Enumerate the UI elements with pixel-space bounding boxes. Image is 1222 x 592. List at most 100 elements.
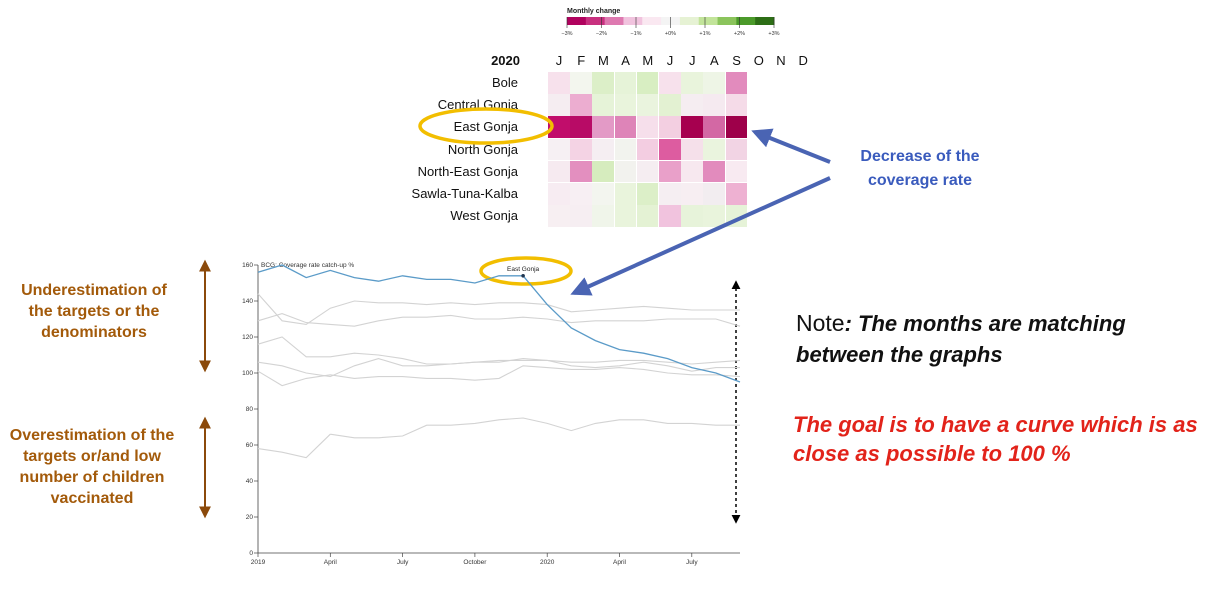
heatmap-cell xyxy=(659,72,681,94)
heatmap-cell xyxy=(703,183,725,205)
x-tick-label: 2019 xyxy=(251,559,266,566)
heatmap-cell xyxy=(614,138,637,161)
highlight-point xyxy=(521,274,525,278)
y-tick-label: 0 xyxy=(249,550,253,557)
x-tick-label: July xyxy=(397,559,409,566)
heatmap-cell xyxy=(614,183,637,205)
heatmap-cell xyxy=(570,116,592,138)
goal-text: The goal is to have a curve which is as … xyxy=(793,412,1198,466)
heatmap-cell xyxy=(548,138,570,161)
heatmap-cell xyxy=(570,138,592,161)
heatmap-cell xyxy=(570,94,592,116)
heatmap-cell xyxy=(570,183,592,205)
highlight-label: East Gonja xyxy=(507,266,540,273)
heatmap-cell xyxy=(659,94,681,116)
series-line xyxy=(257,433,331,459)
heatmap-cell xyxy=(725,116,748,138)
month-header: J xyxy=(666,53,674,68)
month-header: D xyxy=(798,53,808,68)
chart-title: BCG: Coverage rate catch-up % xyxy=(261,262,354,269)
heatmap-cell xyxy=(614,116,637,138)
legend-swatch xyxy=(642,17,662,25)
legend-title: Monthly change xyxy=(567,8,621,15)
series-line xyxy=(257,358,740,378)
legend-tick-label: −1% xyxy=(630,31,641,37)
heatmap-cell xyxy=(659,183,681,205)
heatmap-cell xyxy=(636,94,659,116)
overestimation-label: Overestimation of the targets or/and low… xyxy=(9,427,175,507)
legend-swatch xyxy=(717,17,737,25)
heatmap-cell xyxy=(592,160,614,183)
y-tick-label: 80 xyxy=(246,406,254,413)
heatmap-cell xyxy=(681,138,703,161)
legend-swatch xyxy=(567,17,587,25)
month-header: J xyxy=(555,53,563,68)
heatmap-cell xyxy=(725,72,748,94)
month-header: J xyxy=(688,53,696,68)
legend-swatch xyxy=(585,17,606,25)
heatmap-cell xyxy=(659,160,681,183)
heatmap-cell xyxy=(703,116,725,138)
series-line xyxy=(257,365,741,387)
heatmap-cell xyxy=(592,116,614,138)
heatmap-cell xyxy=(636,205,659,227)
heatmap-cell xyxy=(725,183,748,205)
heatmap-cell xyxy=(592,205,614,227)
heatmap-cell xyxy=(725,205,748,227)
legend-ticks: −3% −2% −1% +0% +1% +2% +3% xyxy=(561,17,780,37)
y-tick-label: 120 xyxy=(242,334,253,341)
series-line xyxy=(257,336,741,365)
heatmap-cell xyxy=(659,138,681,161)
month-header: S xyxy=(732,53,741,68)
x-tick-label: April xyxy=(613,559,627,566)
heatmap-cell xyxy=(548,116,570,138)
heatmap-cell xyxy=(592,72,614,94)
heatmap-cell xyxy=(636,138,659,161)
heatmap-cell xyxy=(570,160,592,183)
heatmap-cell xyxy=(636,183,659,205)
legend-tick-label: −3% xyxy=(561,31,572,37)
legend-tick-label: −2% xyxy=(596,31,607,37)
heatmap-cell xyxy=(681,116,703,138)
blue-arrow-heatmap xyxy=(751,128,831,164)
heatmap-cell xyxy=(614,72,637,94)
heatmap-row-label: Bole xyxy=(491,75,518,90)
heatmap-cell xyxy=(614,94,637,116)
heatmap-cell xyxy=(703,138,725,161)
heatmap-cell xyxy=(703,94,725,116)
heatmap-cell xyxy=(636,116,659,138)
heatmap-cell xyxy=(570,205,592,227)
y-tick-label: 160 xyxy=(242,262,253,269)
series-line-highlight xyxy=(257,264,741,383)
x-tick-label: October xyxy=(463,559,487,566)
heatmap-cell xyxy=(592,138,614,161)
heatmap-row-label: West Gonja xyxy=(450,208,518,224)
heatmap-year-label: 2020 xyxy=(491,53,520,68)
heatmap-row-label: East Gonja xyxy=(453,119,518,135)
legend-swatch xyxy=(698,17,719,25)
heatmap-row-label: North-East Gonja xyxy=(417,163,518,179)
heatmap-cell xyxy=(592,94,614,116)
heatmap-cell xyxy=(614,160,637,183)
legend-tick-label: +0% xyxy=(665,31,676,37)
legend-swatch xyxy=(736,17,756,25)
color-legend: −3% −2% −1% +0% +1% +2% +3% xyxy=(561,17,780,37)
note-text: Note: The months are matching between th… xyxy=(796,310,1126,367)
series-line xyxy=(257,293,740,325)
heatmap-cell xyxy=(725,160,748,183)
series-line xyxy=(257,313,741,327)
heatmap-row-label: Central Gonja xyxy=(437,97,518,113)
heatmap-cell xyxy=(614,205,637,227)
heatmap-cell xyxy=(636,72,659,94)
heatmap-cell xyxy=(548,72,570,94)
x-tick-label: 2020 xyxy=(540,559,555,566)
legend-swatch xyxy=(679,17,700,25)
heatmap-cell xyxy=(725,138,748,161)
heatmap-cell xyxy=(681,183,703,205)
x-tick-label: July xyxy=(686,559,698,566)
heatmap-cell xyxy=(659,116,681,138)
legend-tick-label: +2% xyxy=(734,31,745,37)
y-tick-label: 60 xyxy=(246,442,254,449)
heatmap-row-label: North Gonja xyxy=(447,141,518,157)
heatmap-cell xyxy=(681,160,703,183)
